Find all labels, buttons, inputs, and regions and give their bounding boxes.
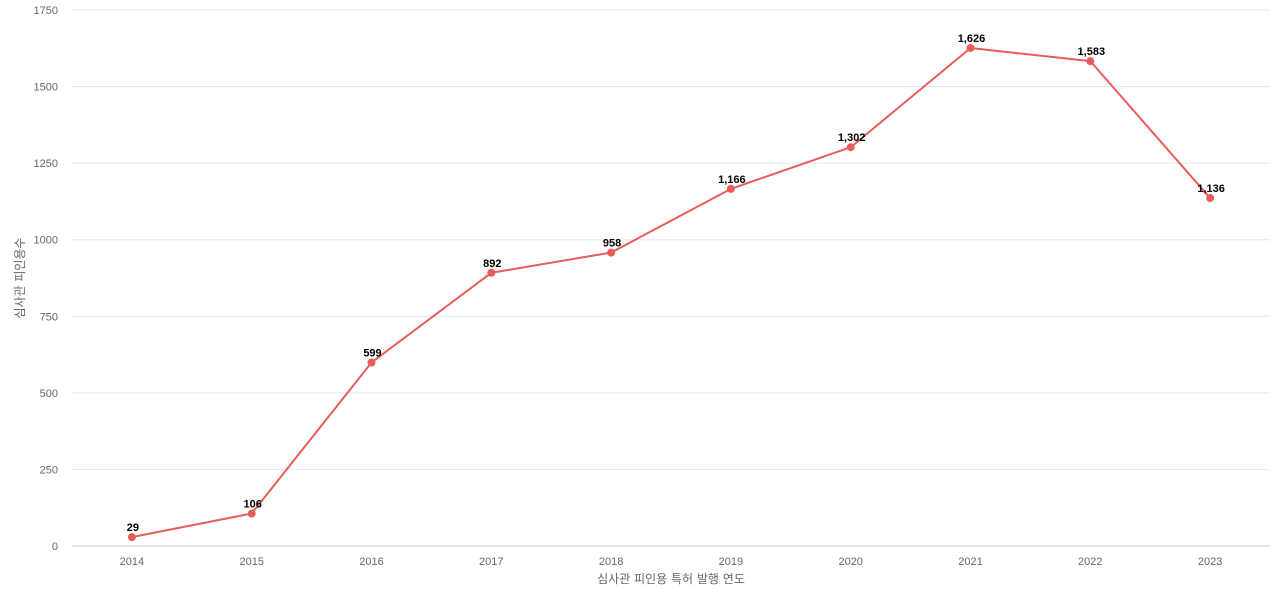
- x-tick-label-2014: 2014: [120, 556, 144, 568]
- data-point-2019[interactable]: [726, 184, 735, 193]
- x-tick-label-2021: 2021: [958, 556, 982, 568]
- y-tick-label-1750: 1750: [34, 5, 58, 17]
- y-tick-label-0: 0: [52, 541, 58, 553]
- y-axis-title: 심사관 피인용수: [13, 237, 27, 318]
- x-axis-ticks: 2014 2015 2016 2017 2018 2019 2020 2021 2022 2023: [120, 556, 1223, 568]
- series-line-0: [131, 46, 1211, 539]
- grid-lines: [72, 9, 1270, 547]
- data-label-2017: 892: [483, 258, 501, 270]
- data-labels: 29 106 599 892 958 1,166 1,302 1,626 1,583 1,136: [127, 33, 1225, 534]
- x-tick-label-2018: 2018: [599, 556, 623, 568]
- x-tick-label-2016: 2016: [359, 556, 383, 568]
- data-label-2022: 1,583: [1078, 46, 1106, 58]
- x-tick-label-2019: 2019: [719, 556, 743, 568]
- y-tick-label-1000: 1000: [34, 235, 58, 247]
- x-tick-label-2017: 2017: [479, 556, 503, 568]
- x-tick-label-2022: 2022: [1078, 556, 1102, 568]
- data-label-2019: 1,166: [718, 174, 746, 186]
- x-tick-label-2015: 2015: [239, 556, 263, 568]
- data-label-2015: 106: [244, 499, 262, 511]
- y-axis-ticks: 0 250 500 750 1000 1250 1500 1750: [34, 5, 58, 553]
- data-point-2015[interactable]: [247, 509, 256, 518]
- y-tick-label-1250: 1250: [34, 158, 58, 170]
- y-tick-label-750: 750: [40, 311, 58, 323]
- y-tick-label-250: 250: [40, 464, 58, 476]
- series-line-group: [131, 46, 1211, 539]
- data-point-2016[interactable]: [367, 358, 376, 367]
- data-points: [127, 43, 1215, 542]
- y-tick-label-500: 500: [40, 388, 58, 400]
- data-label-2014: 29: [127, 522, 139, 534]
- x-tick-label-2020: 2020: [838, 556, 862, 568]
- data-point-2023[interactable]: [1206, 194, 1215, 203]
- data-point-2020[interactable]: [846, 143, 855, 152]
- data-label-2016: 599: [363, 348, 381, 360]
- data-point-2022[interactable]: [1086, 57, 1095, 66]
- x-axis-title: 심사관 피인용 특허 발행 연도: [597, 571, 745, 586]
- data-label-2023: 1,136: [1197, 183, 1225, 195]
- data-label-2020: 1,302: [838, 132, 866, 144]
- y-tick-label-1500: 1500: [34, 82, 58, 94]
- data-point-2017[interactable]: [487, 268, 496, 277]
- x-tick-label-2023: 2023: [1198, 556, 1222, 568]
- data-point-2018[interactable]: [607, 248, 616, 257]
- data-point-2014[interactable]: [127, 533, 136, 542]
- data-label-2021: 1,626: [958, 33, 986, 45]
- data-label-2018: 958: [603, 238, 621, 250]
- data-point-2021[interactable]: [966, 43, 975, 52]
